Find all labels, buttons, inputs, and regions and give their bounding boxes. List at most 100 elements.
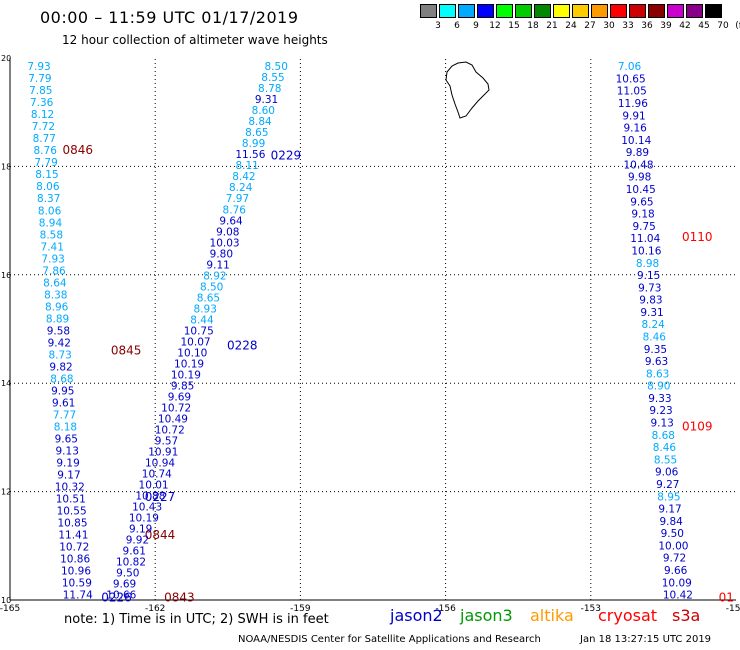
footer-timestamp: Jan 18 13:27:15 UTC 2019 xyxy=(580,634,712,645)
wave-height-point: 10.96 xyxy=(61,566,91,578)
color-scale-swatch xyxy=(553,4,570,18)
x-tick-label: -150 xyxy=(726,604,740,614)
hawaii-island-outline xyxy=(445,61,490,119)
wave-height-point: 10.55 xyxy=(57,506,87,518)
wave-height-point: 7.77 xyxy=(53,409,76,421)
color-scale-swatch xyxy=(477,4,494,18)
wave-height-point: 8.84 xyxy=(248,116,272,128)
color-scale-swatch xyxy=(629,4,646,18)
wave-height-point: 8.24 xyxy=(641,319,665,331)
wave-height-point: 8.98 xyxy=(636,258,659,270)
x-tick-label: -156 xyxy=(435,604,456,614)
wave-height-point: 8.63 xyxy=(646,368,669,380)
wave-height-point: 8.96 xyxy=(45,301,69,313)
wave-height-point: 9.31 xyxy=(255,94,278,106)
pass-time-label: 01 xyxy=(719,590,734,604)
wave-height-point: 9.17 xyxy=(658,504,681,516)
color-scale-label: 12 xyxy=(489,21,501,31)
wave-height-point: 9.57 xyxy=(155,435,178,447)
wave-height-point: 8.90 xyxy=(647,381,670,393)
wave-height-point: 10.32 xyxy=(55,481,85,493)
wave-height-point: 10.91 xyxy=(148,446,178,458)
wave-height-point: 9.16 xyxy=(623,123,647,135)
wave-height-point: 10.43 xyxy=(132,502,162,514)
color-scale-swatch xyxy=(648,4,665,18)
wave-height-point: 9.85 xyxy=(171,380,194,392)
wave-height-point: 10.72 xyxy=(59,542,89,554)
wave-height-point: 8.76 xyxy=(34,145,58,157)
wave-height-point: 9.80 xyxy=(210,248,233,260)
wave-height-point: 10.01 xyxy=(139,479,169,491)
color-scale-label: 30 xyxy=(603,21,615,31)
wave-height-point: 9.27 xyxy=(656,479,679,491)
wave-height-point: 8.65 xyxy=(245,127,268,139)
wave-height-point: 9.73 xyxy=(638,282,661,294)
color-scale-label: 42 xyxy=(679,21,691,31)
wave-height-point: 11.96 xyxy=(618,98,648,110)
wave-height-point: 9.06 xyxy=(655,467,679,479)
pass-time-label: 0110 xyxy=(682,230,713,244)
wave-height-point: 8.92 xyxy=(203,270,226,282)
wave-height-point: 10.88 xyxy=(135,490,165,502)
wave-height-point: 9.18 xyxy=(631,209,654,221)
wave-height-point: 11.04 xyxy=(630,233,660,245)
wave-height-point: 11.41 xyxy=(58,530,88,542)
color-scale-swatch xyxy=(420,4,437,18)
wave-height-point: 9.19 xyxy=(129,524,152,536)
wave-height-point: 8.60 xyxy=(252,105,275,117)
wave-height-point: 10.72 xyxy=(155,424,185,436)
chart-title: 00:00 – 11:59 UTC 01/17/2019 xyxy=(40,8,299,27)
wave-height-point: 8.37 xyxy=(37,193,60,205)
wave-height-point: 8.73 xyxy=(48,349,71,361)
wave-height-point: 10.42 xyxy=(663,590,693,602)
wave-height-point: 8.46 xyxy=(653,442,677,454)
wave-height-point: 9.11 xyxy=(206,259,229,271)
wave-height-point: 8.77 xyxy=(33,133,56,145)
wave-height-point: 9.72 xyxy=(663,553,686,565)
wave-height-point: 8.65 xyxy=(197,292,220,304)
wave-height-point: 8.55 xyxy=(261,72,284,84)
wave-height-point: 8.58 xyxy=(40,229,63,241)
color-scale-label: 70 xyxy=(717,21,729,31)
wave-height-point: 10.19 xyxy=(129,513,159,525)
pass-time-label: 0229 xyxy=(271,149,302,163)
color-scale-swatch xyxy=(667,4,684,18)
wave-height-point: 9.65 xyxy=(630,196,653,208)
y-tick-label: 18 xyxy=(1,162,11,171)
x-tick-label: -162 xyxy=(145,604,165,614)
wave-height-point: 9.23 xyxy=(649,405,672,417)
wave-height-point: 9.83 xyxy=(639,295,662,307)
color-scale-label: 9 xyxy=(473,21,479,31)
wave-height-point: 9.13 xyxy=(56,445,79,457)
wave-height-point: 10.48 xyxy=(623,159,653,171)
wave-height-point: 9.42 xyxy=(48,337,71,349)
wave-height-point: 10.19 xyxy=(174,358,204,370)
wave-height-point: 10.14 xyxy=(621,135,651,147)
legend-entry-jason3: jason3 xyxy=(460,606,513,625)
wave-height-point: 9.08 xyxy=(216,226,239,238)
wave-height-point: 9.95 xyxy=(51,385,74,397)
pass-time-label: 0845 xyxy=(111,344,142,358)
wave-height-point: 8.24 xyxy=(229,182,253,194)
legend-entry-s3a: s3a xyxy=(672,606,701,625)
wave-height-point: 7.41 xyxy=(41,241,64,253)
wave-height-point: 10.85 xyxy=(57,518,87,530)
wave-height-point: 8.46 xyxy=(643,331,667,343)
wave-height-point: 8.76 xyxy=(223,204,247,216)
wave-height-point: 10.09 xyxy=(662,577,692,589)
wave-height-point: 8.12 xyxy=(31,109,54,121)
wave-height-point: 9.65 xyxy=(55,433,78,445)
legend-entry-altika: altika xyxy=(530,606,574,625)
wave-height-point: 10.86 xyxy=(60,554,90,566)
wave-height-point: 9.91 xyxy=(622,110,645,122)
pass-time-label: 0846 xyxy=(62,143,93,157)
wave-height-point: 8.50 xyxy=(200,281,223,293)
wave-height-point: 8.55 xyxy=(654,454,677,466)
wave-height-point: 8.38 xyxy=(44,289,67,301)
wave-height-point: 10.82 xyxy=(116,557,146,569)
x-tick-label: -159 xyxy=(290,604,311,614)
pass-time-label: 0228 xyxy=(227,338,258,352)
wave-height-point: 10.07 xyxy=(181,336,211,348)
wave-height-point: 9.98 xyxy=(628,172,651,184)
